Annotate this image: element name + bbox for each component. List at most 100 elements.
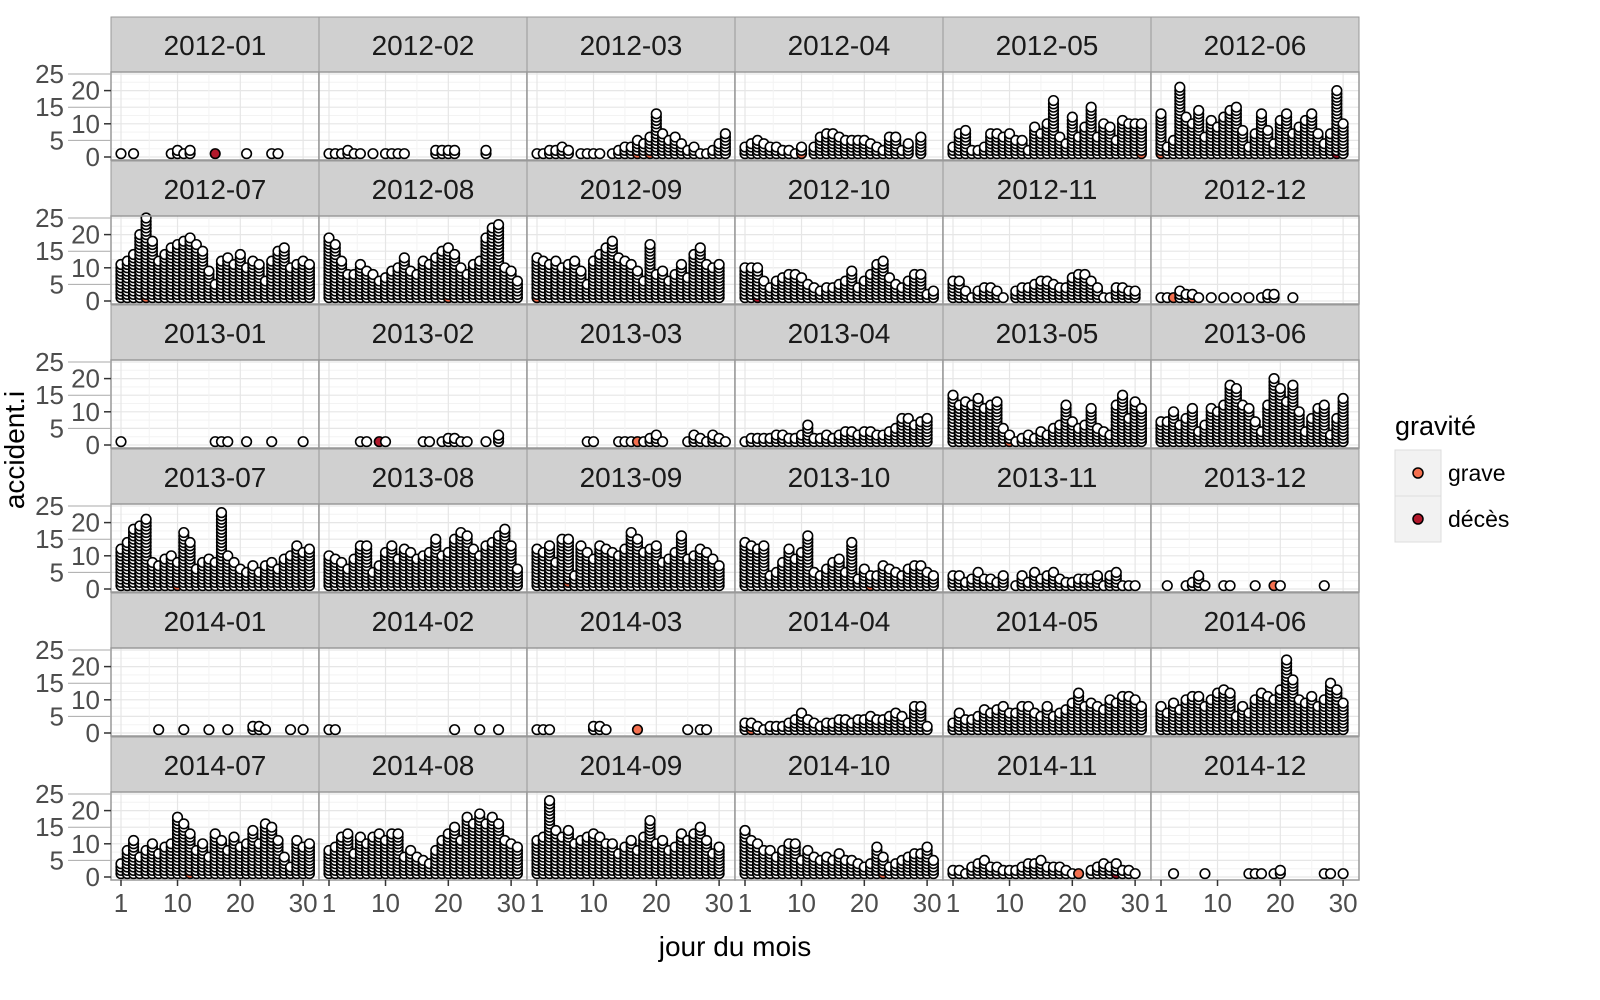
facet-2014-02: 2014-02	[318, 592, 528, 737]
data-point	[367, 148, 379, 160]
data-point	[1218, 292, 1230, 304]
facet-2013-07: 2013-07	[110, 448, 320, 593]
data-point	[1029, 121, 1041, 133]
data-point	[927, 570, 940, 582]
data-point	[222, 724, 234, 736]
data-point	[669, 131, 681, 143]
data-point	[1066, 111, 1078, 123]
facet-strip-label: 2012-12	[1204, 174, 1307, 205]
facet-strip-label: 2013-01	[164, 318, 267, 349]
facet-2012-01: 2012-01	[110, 16, 320, 161]
data-point	[272, 148, 284, 160]
data-point	[1104, 121, 1116, 133]
facet-2013-11: 2013-11	[942, 448, 1152, 593]
facet-strip-label: 2013-12	[1204, 462, 1307, 493]
data-point	[644, 238, 656, 251]
data-point	[915, 268, 927, 281]
data-point	[1243, 292, 1255, 304]
data-point	[1274, 382, 1286, 395]
data-point	[751, 262, 764, 274]
data-point	[1135, 118, 1147, 130]
data-point	[1205, 114, 1217, 127]
data-point	[297, 436, 309, 448]
data-point	[379, 436, 392, 448]
data-point	[386, 540, 398, 552]
data-point	[631, 533, 644, 545]
data-point	[197, 245, 209, 257]
data-point	[222, 436, 234, 448]
data-point	[499, 523, 511, 535]
facet-2012-02: 2012-02	[318, 16, 528, 161]
data-point	[562, 144, 575, 156]
data-point	[1331, 84, 1343, 97]
data-point	[1016, 134, 1028, 146]
data-point	[1193, 292, 1205, 304]
data-point	[927, 285, 940, 297]
data-point	[1287, 292, 1299, 304]
facet-strip-label: 2013-02	[372, 318, 475, 349]
data-point	[694, 242, 706, 254]
facet-strip-label: 2013-05	[996, 318, 1099, 349]
data-point	[1091, 570, 1104, 582]
data-point	[606, 235, 618, 247]
data-point	[915, 131, 927, 143]
data-point	[209, 148, 221, 160]
data-point	[178, 526, 190, 539]
facet-2012-11: 2012-11	[942, 160, 1152, 305]
facet-strip-label: 2013-08	[372, 462, 475, 493]
data-point	[153, 724, 165, 736]
data-point	[1129, 580, 1141, 592]
facet-2012-04: 2012-04	[734, 16, 944, 161]
data-point	[492, 724, 505, 736]
data-point	[1262, 124, 1274, 137]
data-point	[480, 144, 492, 156]
data-point	[505, 265, 517, 277]
data-point	[449, 724, 461, 736]
data-point	[700, 724, 713, 736]
data-point	[543, 540, 556, 552]
data-point	[115, 436, 127, 448]
data-point	[594, 148, 606, 160]
data-point	[562, 533, 575, 545]
data-point	[278, 242, 290, 254]
data-point	[335, 255, 348, 267]
data-point	[1135, 402, 1147, 415]
data-point	[354, 148, 367, 160]
data-point	[1249, 580, 1261, 592]
facet-2013-03: 2013-03	[526, 304, 736, 449]
data-point	[758, 540, 770, 552]
data-point	[802, 530, 814, 542]
data-point	[1268, 288, 1280, 300]
data-point	[1116, 389, 1129, 401]
data-point	[1312, 128, 1324, 140]
data-point	[656, 265, 669, 277]
data-point	[241, 148, 253, 160]
data-point	[631, 724, 644, 736]
data-point	[234, 248, 246, 261]
data-point	[783, 543, 795, 555]
facet-2014-03: 2014-03	[526, 592, 736, 737]
data-point	[474, 724, 486, 736]
facet-strip-label: 2014-02	[372, 606, 475, 637]
data-point	[430, 533, 442, 545]
facet-strip-label: 2013-04	[788, 318, 891, 349]
facet-strip-label: 2012-04	[788, 30, 891, 61]
data-point	[1337, 118, 1349, 130]
data-point	[511, 275, 524, 287]
data-point	[575, 265, 587, 277]
data-point	[505, 540, 517, 552]
data-point	[1193, 570, 1205, 582]
data-point	[1180, 111, 1192, 123]
facet-strip-label: 2012-09	[580, 174, 683, 205]
data-point	[1091, 282, 1104, 294]
facet-2013-12: 2013-12	[1150, 448, 1360, 593]
facet-2012-09: 2012-09	[526, 160, 736, 305]
facet-2013-09: 2013-09	[526, 448, 736, 593]
data-point	[461, 530, 473, 542]
facet-2013-01: 2013-01	[110, 304, 320, 449]
data-point	[140, 513, 152, 525]
facet-strip-label: 2014-01	[164, 606, 267, 637]
data-point	[1205, 292, 1217, 304]
facet-strip-label: 2013-03	[580, 318, 683, 349]
